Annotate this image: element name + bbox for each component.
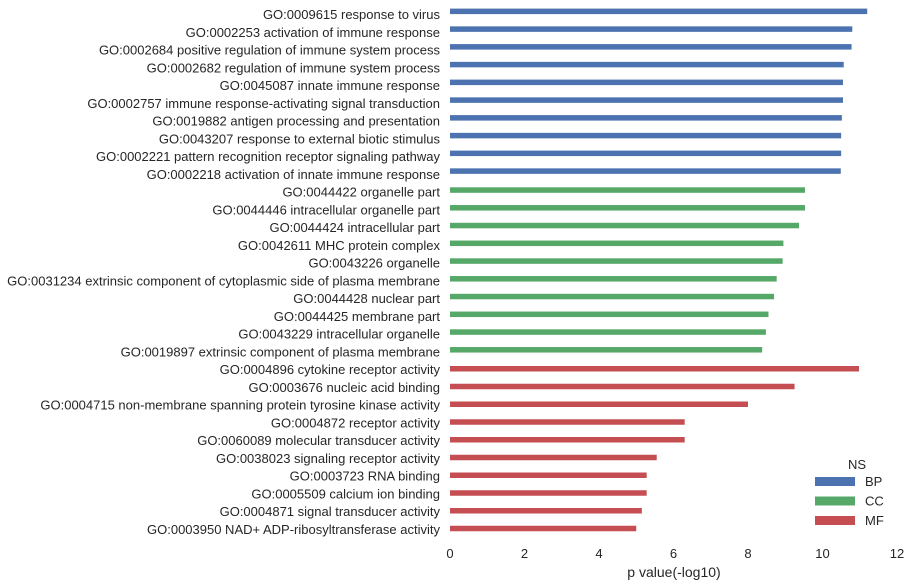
category-label: GO:0019882 antigen processing and presen… <box>152 114 440 129</box>
category-label: GO:0042611 MHC protein complex <box>238 238 441 253</box>
bar-bp <box>450 79 843 86</box>
category-label: GO:0002757 immune response-activating si… <box>87 96 440 111</box>
bar-mf <box>450 401 748 407</box>
bar-cc <box>450 258 783 264</box>
x-tick-label: 10 <box>815 546 829 561</box>
category-label: GO:0004715 non-membrane spanning protein… <box>40 398 440 413</box>
category-label: GO:0019897 extrinsic component of plasma… <box>121 344 440 359</box>
legend-swatch-cc <box>815 496 855 506</box>
bar-cc <box>450 205 805 211</box>
bar-bp <box>450 150 842 157</box>
bar-mf <box>450 508 642 514</box>
x-tick-label: 8 <box>744 546 751 561</box>
bar-cc <box>450 293 775 300</box>
bar-cc <box>450 347 763 353</box>
category-label: GO:0005509 calcium ion binding <box>251 486 440 501</box>
bar-bp <box>450 115 842 121</box>
category-label: GO:0043229 intracellular organelle <box>238 327 440 342</box>
category-label: GO:0044425 membrane part <box>274 309 441 324</box>
bar-bp <box>450 168 841 174</box>
category-label: GO:0031234 extrinsic component of cytopl… <box>7 273 440 288</box>
category-label: GO:0044446 intracellular organelle part <box>212 202 440 217</box>
category-labels: GO:0009615 response to virus GO:0002253 a… <box>7 7 440 537</box>
category-label: GO:0004871 signal transducer activity <box>220 504 441 519</box>
bar-cc <box>450 222 800 229</box>
category-label: GO:0002253 activation of immune response <box>186 25 440 40</box>
bar-mf <box>450 490 647 496</box>
category-label: GO:0003676 nucleic acid binding <box>248 380 440 395</box>
category-label: GO:0060089 molecular transducer activity <box>197 433 440 448</box>
bar-bp <box>450 132 842 139</box>
x-tick-label: 0 <box>446 546 453 561</box>
category-label: GO:0038023 signaling receptor activity <box>216 451 441 466</box>
legend-title: NS <box>848 457 866 472</box>
x-axis-ticks: 0 2 4 6 8 10 12 <box>446 546 904 561</box>
category-label: GO:0044422 organelle part <box>282 185 440 200</box>
legend-label-cc: CC <box>865 494 884 509</box>
bar-cc <box>450 311 769 318</box>
x-tick-label: 4 <box>595 546 602 561</box>
bar-bp <box>450 44 852 50</box>
category-label: GO:0002221 pattern recognition receptor … <box>96 149 440 164</box>
bar-bp <box>450 8 868 15</box>
category-label: GO:0043207 response to external biotic s… <box>159 131 441 146</box>
category-label: GO:0045087 innate immune response <box>220 78 440 93</box>
bar-cc <box>450 240 784 247</box>
bar-mf <box>450 383 795 390</box>
bar-mf <box>450 419 685 425</box>
x-tick-label: 2 <box>521 546 528 561</box>
category-label: GO:0044424 intracellular part <box>269 220 440 235</box>
bar-mf <box>450 525 637 532</box>
bar-cc <box>450 276 777 282</box>
category-label: GO:0002682 regulation of immune system p… <box>147 60 441 75</box>
category-label: GO:0003950 NAD+ ADP-ribosyltransferase a… <box>147 522 440 537</box>
category-label: GO:0002218 activation of innate immune r… <box>147 167 440 182</box>
legend: NS BP CC MF <box>815 457 884 528</box>
bar-cc <box>450 187 805 193</box>
legend-label-bp: BP <box>865 474 882 489</box>
bar-mf <box>450 437 685 443</box>
category-label: GO:0043226 organelle <box>308 256 440 271</box>
x-tick-label: 6 <box>670 546 677 561</box>
x-axis-title: p value(-log10) <box>627 564 720 580</box>
bar-mf <box>450 366 860 372</box>
category-label: GO:0002684 positive regulation of immune… <box>99 43 441 58</box>
category-label: GO:0004872 receptor activity <box>271 415 441 430</box>
category-label: GO:0004896 cytokine receptor activity <box>220 362 441 377</box>
legend-swatch-mf <box>815 516 855 525</box>
bar-mf <box>450 472 647 478</box>
bar-bp <box>450 61 844 68</box>
bar-cc <box>450 329 766 335</box>
category-label: GO:0044428 nuclear part <box>293 291 440 306</box>
legend-label-mf: MF <box>865 513 884 528</box>
legend-swatch-bp <box>815 477 855 486</box>
bar-bp <box>450 97 843 103</box>
bars-layer <box>450 8 868 532</box>
x-tick-label: 12 <box>890 546 904 561</box>
bar-mf <box>450 454 657 461</box>
category-label: GO:0009615 response to virus <box>263 7 441 22</box>
category-label: GO:0003723 RNA binding <box>290 469 440 484</box>
bar-bp <box>450 26 853 32</box>
